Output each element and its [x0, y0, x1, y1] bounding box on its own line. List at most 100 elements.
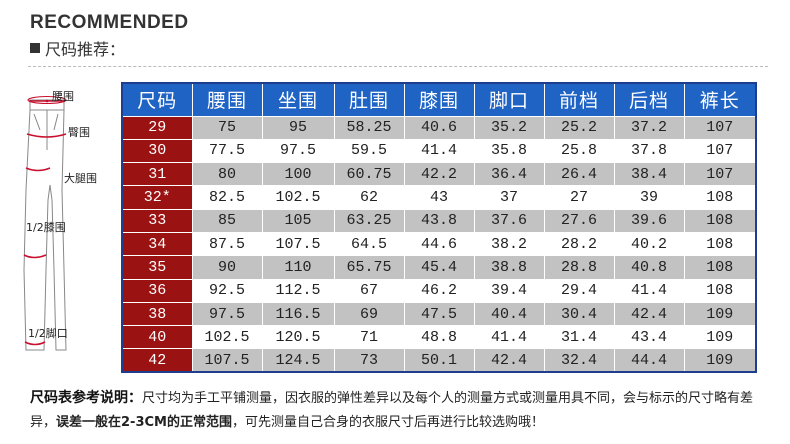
measurement-cell: 43.8: [403, 208, 475, 233]
measurement-cell: 82.5: [191, 185, 263, 210]
header-hip: 坐围: [261, 82, 335, 117]
measurement-cell: 40.4: [473, 301, 545, 327]
measurement-cell: 108: [683, 278, 757, 303]
measurement-cell: 60.75: [333, 162, 405, 187]
table-row: 36 92.5 112.5 67 46.2 39.4 29.4 41.4 108: [121, 278, 757, 303]
diagram-label-hem: 1/2脚口: [28, 327, 68, 340]
measurement-cell: 59.5: [333, 138, 405, 164]
note-text-3: ，可先测量自己合身的衣服尺寸后再进行比较选购哦！: [231, 415, 544, 430]
measurement-cell: 58.25: [333, 115, 405, 140]
measurement-cell: 100: [261, 162, 335, 187]
measurement-cell: 109: [683, 348, 757, 373]
table-row: 30 77.5 97.5 59.5 41.4 35.8 25.8 37.8 107: [121, 138, 757, 164]
measurement-cell: 38.4: [613, 162, 685, 187]
measurement-cell: 40.8: [613, 255, 685, 280]
measurement-cell: 36.4: [473, 162, 545, 187]
measurement-cell: 109: [683, 325, 757, 350]
size-cell: 33: [121, 208, 193, 233]
table-row: 38 97.5 116.5 69 47.5 40.4 30.4 42.4 109: [121, 301, 757, 327]
measurement-cell: 43.4: [613, 325, 685, 350]
measurement-cell: 97.5: [191, 301, 263, 327]
table-row: 40 102.5 120.5 71 48.8 41.4 31.4 43.4 109: [121, 325, 757, 350]
page-subheading: 尺码推荐：: [30, 36, 125, 60]
measurement-cell: 40.6: [403, 115, 475, 140]
header-back-rise: 后档: [613, 82, 685, 117]
measurement-cell: 102.5: [261, 185, 335, 210]
table-body: 29 75 95 58.25 40.6 35.2 25.2 37.2 107 30 77.5 97.5…: [121, 115, 757, 373]
measurement-cell: 27: [543, 185, 615, 210]
measurement-cell: 42.2: [403, 162, 475, 187]
measurement-cell: 41.4: [473, 325, 545, 350]
measurement-cell: 29.4: [543, 278, 615, 303]
measurement-cell: 40.2: [613, 231, 685, 257]
measurement-cell: 124.5: [261, 348, 335, 373]
size-cell: 34: [121, 231, 193, 257]
measurement-cell: 110: [261, 255, 335, 280]
header-front-rise: 前档: [543, 82, 615, 117]
measurement-cell: 44.6: [403, 231, 475, 257]
diagram-label-waist: 腰围: [52, 90, 74, 103]
measurement-cell: 43: [403, 185, 475, 210]
measurement-cell: 107: [683, 115, 757, 140]
table-row: 31 80 100 60.75 42.2 36.4 26.4 38.4 107: [121, 162, 757, 187]
measurement-cell: 46.2: [403, 278, 475, 303]
measurement-cell: 69: [333, 301, 405, 327]
measurement-cell: 35.8: [473, 138, 545, 164]
measurement-cell: 71: [333, 325, 405, 350]
note-text-2: 误差一般在2-3CM的正常范围: [56, 415, 232, 430]
bullet-square-icon: [30, 43, 40, 53]
measurement-cell: 26.4: [543, 162, 615, 187]
trousers-illustration-icon: [23, 95, 67, 351]
measurement-cell: 28.2: [543, 231, 615, 257]
header-waist: 腰围: [191, 82, 263, 117]
measurement-cell: 109: [683, 301, 757, 327]
table-row: 33 85 105 63.25 43.8 37.6 27.6 39.6 108: [121, 208, 757, 233]
measurement-cell: 65.75: [333, 255, 405, 280]
measurement-cell: 92.5: [191, 278, 263, 303]
size-cell: 40: [121, 325, 193, 350]
measurement-cell: 107.5: [191, 348, 263, 373]
measurement-cell: 67: [333, 278, 405, 303]
measurement-cell: 108: [683, 231, 757, 257]
diagram-label-knee: 1/2膝围: [26, 221, 66, 234]
subheading-text: 尺码推荐：: [45, 40, 126, 59]
size-cell: 36: [121, 278, 193, 303]
measurement-cell: 95: [261, 115, 335, 140]
measurement-cell: 30.4: [543, 301, 615, 327]
measurement-cell: 39.4: [473, 278, 545, 303]
measurement-cell: 37.8: [613, 138, 685, 164]
measurement-cell: 32.4: [543, 348, 615, 373]
measurement-cell: 48.8: [403, 325, 475, 350]
measurement-cell: 107: [683, 138, 757, 164]
size-cell: 42: [121, 348, 193, 373]
header-hem: 脚口: [473, 82, 545, 117]
header-belly: 肚围: [333, 82, 405, 117]
table-row: 35 90 110 65.75 45.4 38.8 28.8 40.8 108: [121, 255, 757, 280]
measurement-cell: 90: [191, 255, 263, 280]
measurement-cell: 80: [191, 162, 263, 187]
measurement-cell: 112.5: [261, 278, 335, 303]
measurement-cell: 120.5: [261, 325, 335, 350]
measurement-cell: 105: [261, 208, 335, 233]
measurement-cell: 107.5: [261, 231, 335, 257]
measurement-cell: 35.2: [473, 115, 545, 140]
table-row: 42 107.5 124.5 73 50.1 42.4 32.4 44.4 109: [121, 348, 757, 373]
measurement-cell: 63.25: [333, 208, 405, 233]
size-cell: 30: [121, 138, 193, 164]
size-table: 尺码 腰围 坐围 肚围 膝围 脚口 前档 后档 裤长 29 75 95 58.25 40…: [121, 82, 757, 374]
measurement-cell: 42.4: [613, 301, 685, 327]
measurement-cell: 37.6: [473, 208, 545, 233]
measurement-cell: 108: [683, 185, 757, 210]
header-size: 尺码: [121, 82, 193, 117]
measurement-cell: 87.5: [191, 231, 263, 257]
measurement-cell: 50.1: [403, 348, 475, 373]
measurement-cell: 102.5: [191, 325, 263, 350]
measurement-cell: 39: [613, 185, 685, 210]
table-header-row: 尺码 腰围 坐围 肚围 膝围 脚口 前档 后档 裤长: [121, 82, 757, 117]
measurement-cell: 41.4: [403, 138, 475, 164]
diagram-label-hip: 臀围: [68, 126, 90, 139]
size-cell: 38: [121, 301, 193, 327]
measurement-cell: 37.2: [613, 115, 685, 140]
measurement-cell: 27.6: [543, 208, 615, 233]
measurement-cell: 116.5: [261, 301, 335, 327]
